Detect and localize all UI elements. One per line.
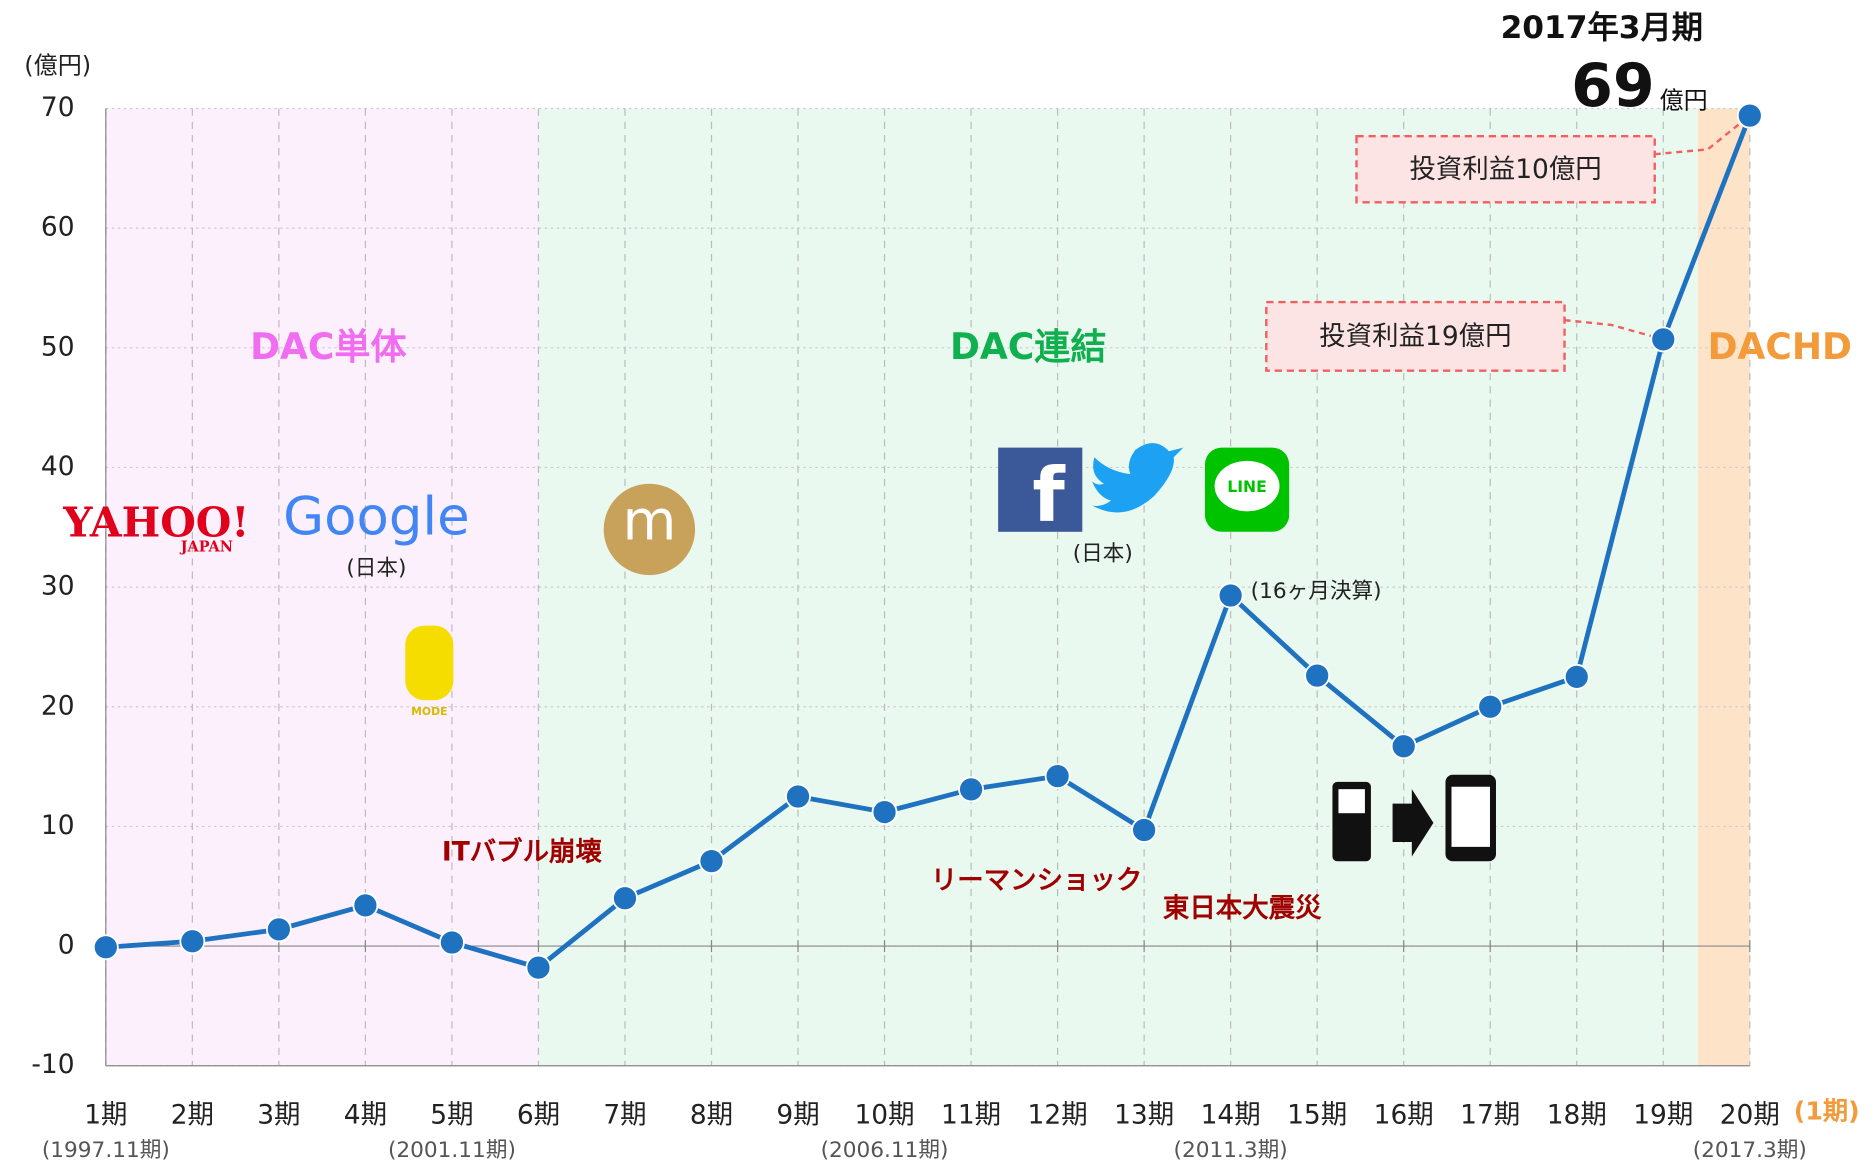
x-tick-label: 5期 <box>430 1100 473 1131</box>
x-sublabel: (1997.11期) <box>42 1138 170 1161</box>
logo-line-bubble <box>1214 460 1280 512</box>
callout-text: 投資利益10億円 <box>1409 154 1601 185</box>
data-point <box>1477 693 1504 720</box>
region-label: DAC単体 <box>250 326 407 368</box>
x-tick-label: 20期 <box>1720 1100 1780 1131</box>
logo-imode-text: MODE <box>411 705 447 718</box>
logo-facebook-text: f <box>1032 452 1066 539</box>
logo-facebook <box>998 447 1083 532</box>
region-label: DAC連結 <box>950 326 1106 368</box>
data-point <box>92 934 119 961</box>
region-bg <box>105 108 539 1066</box>
x-tick-label: 17期 <box>1460 1100 1520 1131</box>
highlight-unit: 億円 <box>1660 86 1708 114</box>
logo-line-text: LINE <box>1227 477 1267 496</box>
event-label: リーマンショック <box>931 865 1143 896</box>
callout-connector <box>1564 318 1664 341</box>
data-point <box>1650 326 1677 353</box>
y-tick-label: 0 <box>58 930 75 961</box>
x-tick-label: 15期 <box>1287 1100 1347 1131</box>
logo-mixi <box>603 483 696 576</box>
y-tick-label: 70 <box>41 92 75 123</box>
x-tick-label: 4期 <box>344 1100 387 1131</box>
event-label: ITバブル崩壊 <box>442 836 603 867</box>
data-point <box>1563 663 1590 690</box>
data-point <box>698 848 725 875</box>
arrow <box>1392 789 1434 857</box>
data-point <box>352 892 379 919</box>
y-tick-label: 30 <box>41 571 75 602</box>
x-tick-label: 14期 <box>1201 1100 1261 1131</box>
y-tick-label: 20 <box>41 690 75 721</box>
y-tick-label: -10 <box>31 1049 74 1080</box>
x-tick-label: 6期 <box>517 1100 560 1131</box>
y-tick-label: 10 <box>41 810 75 841</box>
smart-phone-screen <box>1451 786 1490 847</box>
x-tick-label: 7期 <box>603 1100 646 1131</box>
x-sublabel: (2001.11期) <box>388 1138 516 1161</box>
data-point <box>958 776 984 803</box>
event-label: 東日本大震災 <box>1163 893 1322 924</box>
logo-mixi-text: m <box>622 490 676 554</box>
data-point <box>1131 817 1158 843</box>
data-point <box>525 954 552 981</box>
data-point <box>265 916 292 943</box>
x-sublabel: (2017.3期) <box>1693 1138 1807 1161</box>
y-tick-label: 40 <box>41 451 75 482</box>
data-point <box>1217 582 1244 609</box>
x-tick-label: 8期 <box>690 1100 733 1131</box>
data-point <box>1390 733 1417 760</box>
data-point <box>1304 662 1331 689</box>
callout-connector <box>1654 114 1751 156</box>
data-point <box>871 799 898 825</box>
logo-google: Google <box>283 486 470 547</box>
logo-yahoo: YAHOO! <box>62 498 249 546</box>
data-point <box>612 885 638 912</box>
x-tick-label: 11期 <box>941 1100 1001 1131</box>
callout-text: 投資利益19億円 <box>1319 321 1511 352</box>
unit-label: (億円) <box>24 51 91 79</box>
y-tick-label: 50 <box>41 331 75 362</box>
x-tick-label: 9期 <box>776 1100 819 1131</box>
logo-twitter <box>1091 443 1184 513</box>
x-tick-label: 18期 <box>1547 1100 1607 1131</box>
highlight-period: 2017年3月期 <box>1501 10 1703 46</box>
x-tick-label: 19期 <box>1633 1100 1693 1131</box>
data-point <box>1736 102 1763 129</box>
data-point <box>785 783 811 810</box>
data-point <box>179 928 206 955</box>
data-point <box>438 929 465 956</box>
data-line <box>105 114 1753 971</box>
last-category-note: (1期) <box>1794 1097 1860 1126</box>
note: (日本) <box>346 556 406 581</box>
highlight-value: 69 <box>1571 51 1655 121</box>
y-tick-label: 60 <box>41 212 75 243</box>
feature-phone-screen <box>1338 789 1365 814</box>
logo-imode <box>405 625 454 701</box>
note: (16ヶ月決算) <box>1251 579 1382 604</box>
x-tick-label: 13期 <box>1114 1100 1174 1131</box>
x-tick-label: 2期 <box>171 1100 214 1131</box>
x-tick-label: 10期 <box>854 1100 914 1131</box>
x-sublabel: (2006.11期) <box>821 1138 949 1161</box>
data-point <box>1044 763 1071 790</box>
x-sublabel: (2011.3期) <box>1174 1138 1288 1161</box>
logo-yahoo-sub: JAPAN <box>179 538 233 555</box>
note: (日本) <box>1073 542 1133 567</box>
x-tick-label: 3期 <box>257 1100 300 1131</box>
callout-box <box>1265 300 1566 372</box>
callout-box <box>1355 134 1656 204</box>
x-tick-label: 16期 <box>1374 1100 1434 1131</box>
x-tick-label: 1期 <box>84 1100 127 1131</box>
x-tick-label: 12期 <box>1028 1100 1088 1131</box>
region-label: DACHD <box>1708 326 1852 368</box>
